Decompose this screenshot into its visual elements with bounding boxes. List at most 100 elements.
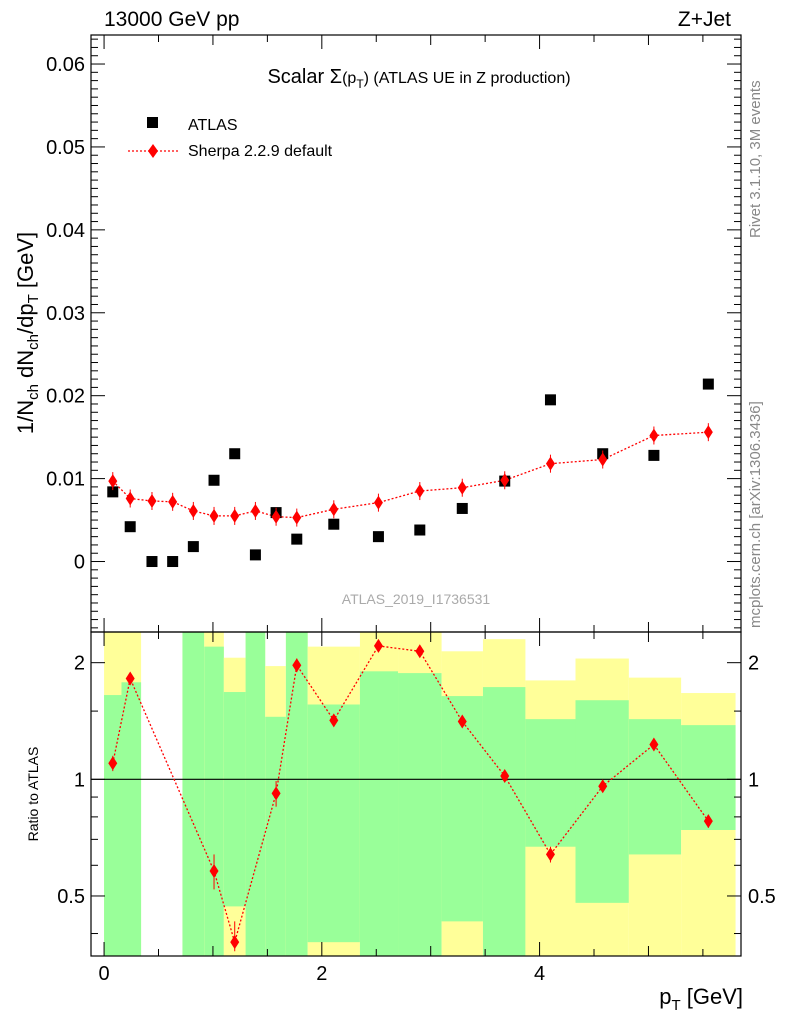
ratio-point-1 [125,671,135,686]
ratio-ytick-label-1: 1 [74,769,85,791]
ratio-point-2 [209,863,219,878]
atlas-point-3 [167,556,179,568]
chart-title: Scalar Σ(pT) (ATLAS UE in Z production) [267,66,570,91]
ratio-point-9 [457,714,467,729]
atlas-point-15 [544,394,556,406]
atlas-point-4 [187,541,199,553]
band-inner-3 [204,646,224,956]
band-inner-2 [182,632,205,956]
ratio-ytick-label-right-0: 0.5 [748,886,776,908]
atlas-point-13 [456,502,468,514]
ratio-ytick-label-0: 0.5 [57,886,85,908]
ratio-ytick-label-2: 2 [74,653,85,675]
ratio-point-12 [598,779,608,794]
ratio-point-4 [271,786,281,801]
sherpa-point-13 [457,480,467,495]
main-ytick-label-4: 0.04 [46,220,85,242]
sherpa-point-9 [292,510,302,525]
main-ytick-label-0: 0 [74,552,85,574]
main-ytick-label-6: 0.06 [46,54,85,76]
xtick-label-0: 0 [99,963,110,985]
atlas-point-2 [146,556,158,568]
main-ytick-label-2: 0.02 [46,386,85,408]
ratio-point-0 [108,756,118,771]
main-ytick-label-1: 0.01 [46,469,85,491]
ratio-point-8 [415,644,425,659]
band-inner-7 [285,632,308,956]
atlas-point-1 [124,521,136,533]
header-right: Z+Jet [678,8,731,31]
legend-atlas-marker [147,117,158,128]
ratio-line [112,645,709,945]
rivet-label: Rivet 3.1.10, 3M events [747,80,764,238]
ratio-bands [104,632,736,956]
sherpa-point-11 [373,495,383,510]
atlas-point-6 [229,448,241,460]
ratio-series [108,638,713,952]
main-ytick-label-5: 0.05 [46,137,85,159]
atlas-point-17 [648,449,660,461]
band-inner-16 [681,725,736,831]
atlas-point-12 [414,524,426,536]
legend-sherpa-label: Sherpa 2.2.9 default [188,143,333,160]
ratio-point-7 [373,638,383,653]
sherpa-point-16 [598,452,608,467]
legend-atlas-label: ATLAS [188,117,238,134]
atlas-point-11 [372,531,384,543]
band-inner-9 [359,671,399,956]
sherpa-point-6 [230,508,240,523]
sherpa-point-3 [168,494,178,509]
ratio-point-14 [703,814,713,829]
main-panel [107,378,714,568]
sherpa-point-1 [125,491,135,506]
sherpa-point-7 [250,503,260,518]
x-axis-label: pT [GeV] [659,984,743,1014]
sherpa-point-18 [703,425,713,440]
band-inner-10 [398,673,442,956]
ratio-point-10 [500,768,510,783]
ratio-ytick-label-right-2: 2 [748,653,759,675]
xtick-label-2: 4 [534,963,545,985]
ratio-ytick-label-right-1: 1 [748,769,759,791]
band-inner-0 [104,695,122,956]
sherpa-line [112,431,709,519]
atlas-point-5 [208,474,220,486]
sherpa-point-12 [415,484,425,499]
mcplots-label: mcplots.cern.ch [arXiv:1306.3436] [747,401,764,628]
ratio-point-3 [230,935,240,950]
sherpa-point-0 [108,474,118,489]
sherpa-point-10 [329,502,339,517]
atlas-point-7 [249,549,261,561]
band-inner-12 [482,687,526,956]
atlas-point-9 [291,533,303,545]
ratio-point-6 [329,713,339,728]
ratio-ylabel: Ratio to ATLAS [25,747,41,842]
sherpa-point-14 [500,473,510,488]
legend-sherpa-marker [148,144,158,158]
sherpa-point-8 [271,509,281,524]
ratio-panel [91,638,741,952]
sherpa-point-2 [147,493,157,508]
sherpa-point-17 [649,428,659,443]
band-inner-8 [307,704,360,943]
header-left: 13000 GeV pp [104,8,239,31]
sherpa-point-4 [188,503,198,518]
ratio-point-11 [545,847,555,862]
atlas-point-10 [328,518,340,530]
band-inner-1 [121,682,142,956]
xtick-label-1: 2 [316,963,327,985]
axis-ticks: 0 0.01 0.02 0.03 0.04 0.05 0.06 0.5 0.5 1 1 2 2 0 2 4 [46,35,776,985]
main-ylabel: 1/Nch dNch/dpT [GeV] [13,232,42,434]
ratio-point-13 [649,737,659,752]
band-inner-5 [245,632,266,956]
band-inner-6 [265,716,286,956]
sherpa-point-5 [209,508,219,523]
analysis-watermark: ATLAS_2019_I1736531 [342,591,491,607]
ratio-frame [90,631,742,957]
band-inner-13 [525,719,576,847]
sherpa-point-15 [545,456,555,471]
band-inner-4 [223,692,246,907]
band-inner-11 [441,696,483,922]
atlas-point-0 [107,486,119,498]
